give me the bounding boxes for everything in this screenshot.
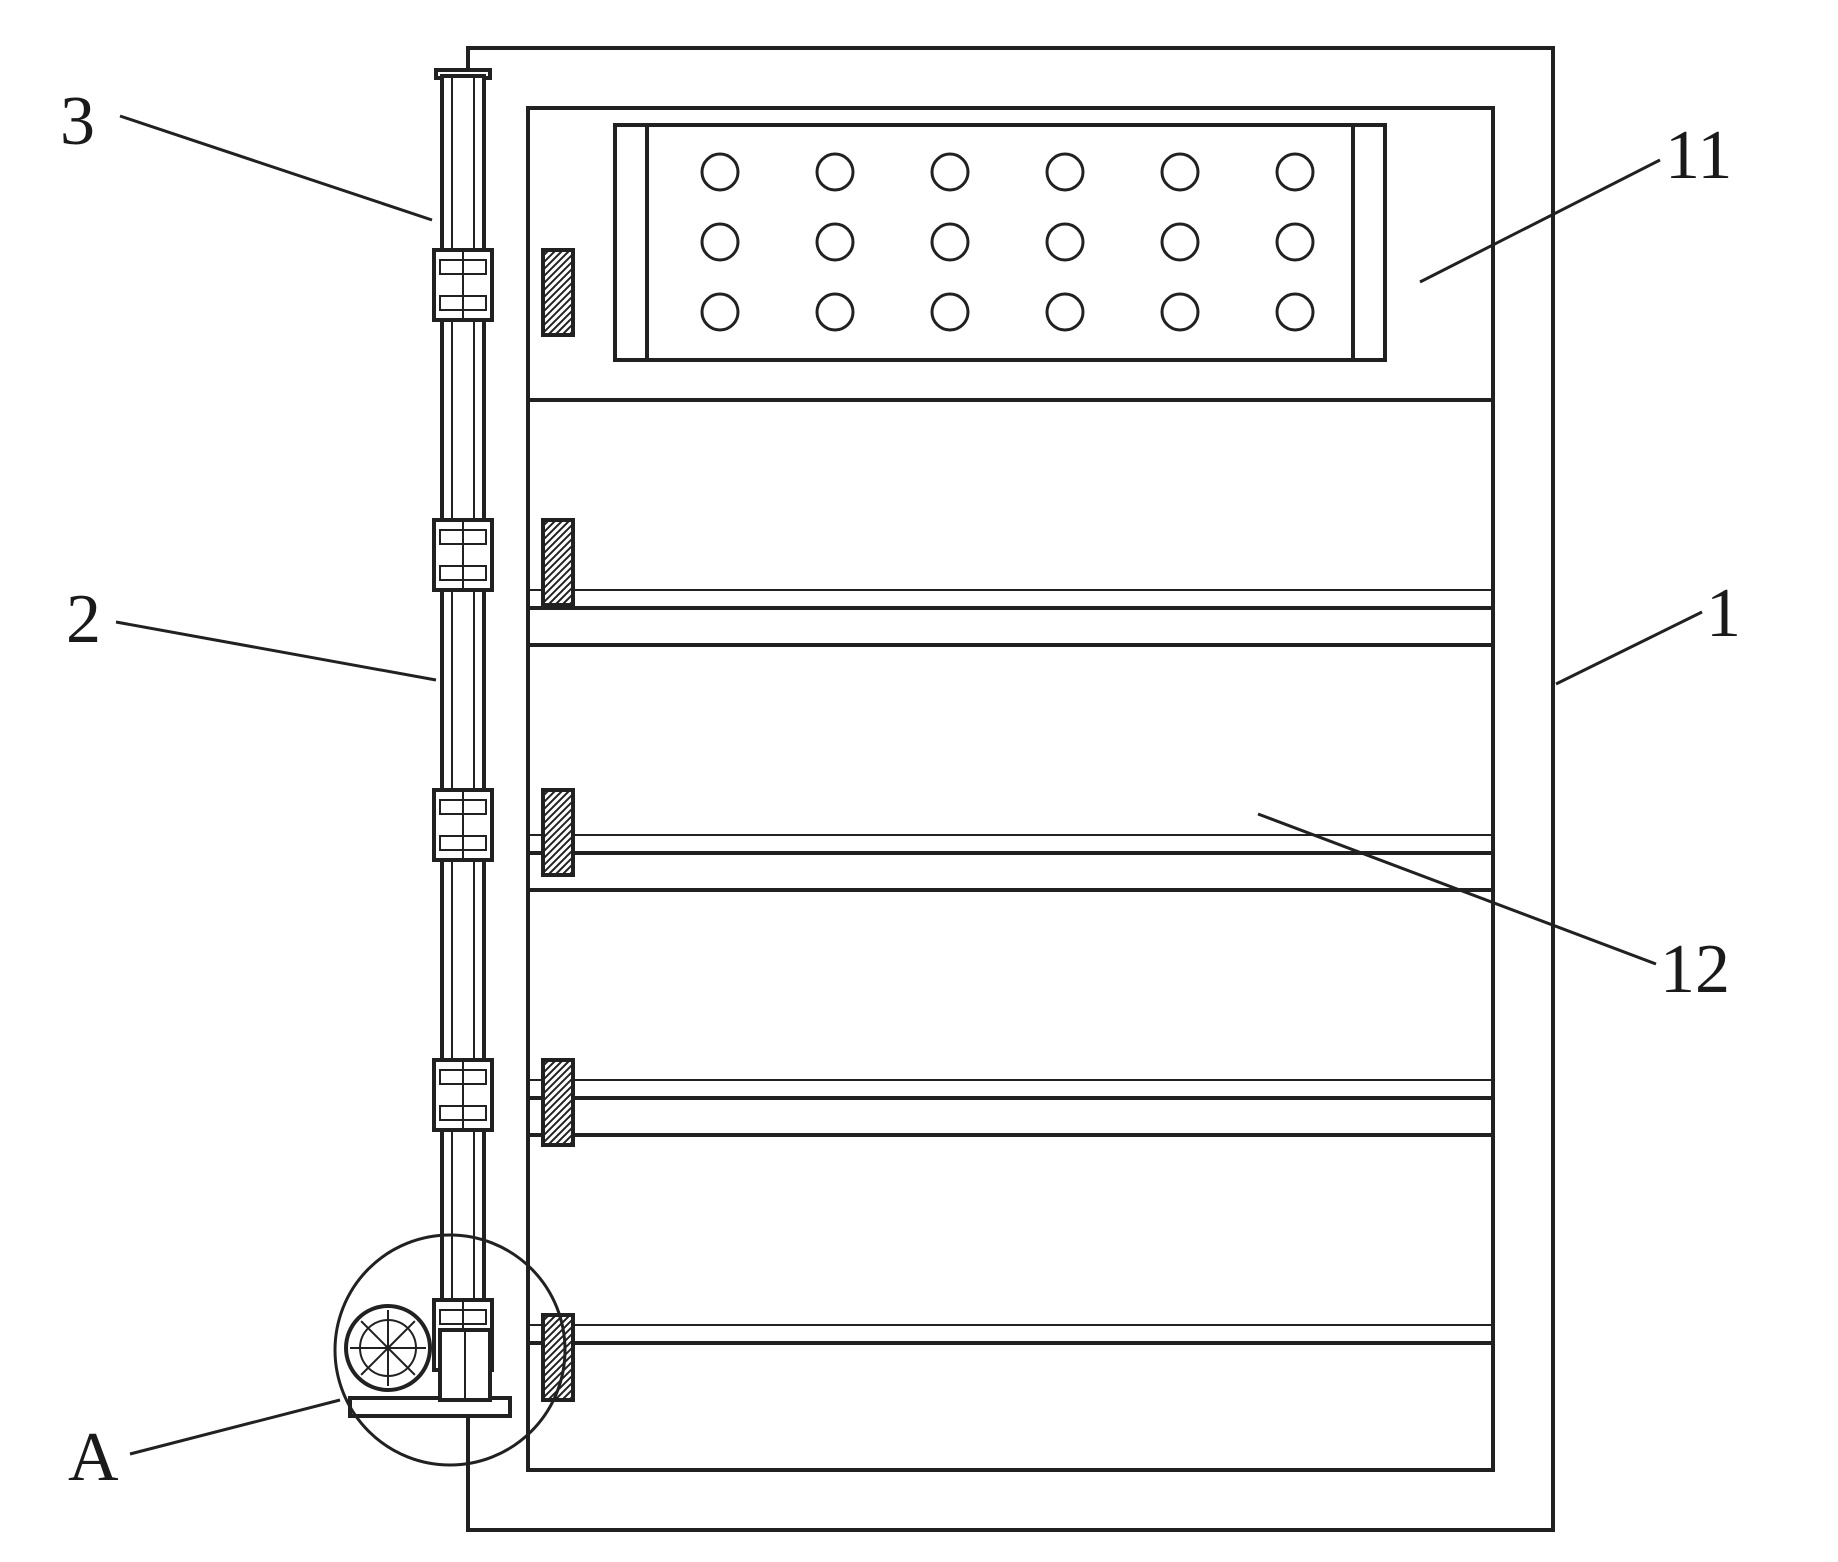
vent-hole: [1047, 224, 1083, 260]
vent-hole: [1162, 294, 1198, 330]
drawer: [528, 645, 1493, 853]
vent-hole: [932, 154, 968, 190]
vent-hole: [817, 224, 853, 260]
motor-spoke: [388, 1321, 415, 1348]
motor-spoke: [388, 1348, 415, 1375]
hinge-2: [373, 790, 654, 875]
vent-hole: [1277, 154, 1313, 190]
vent-hole: [817, 294, 853, 330]
vent-hole: [702, 224, 738, 260]
vent-right-bar: [1353, 125, 1385, 360]
motor-spoke: [361, 1321, 388, 1348]
vent-hole: [1162, 224, 1198, 260]
hinge-0: [373, 250, 654, 335]
carriage: [434, 250, 492, 320]
leader-line: [1556, 612, 1702, 684]
motor-spoke: [361, 1348, 388, 1375]
label-A: A: [68, 1419, 119, 1496]
label-3: 3: [60, 83, 95, 160]
hinge-1: [373, 520, 654, 605]
label-12: 12: [1660, 931, 1730, 1008]
leader-line: [130, 1400, 340, 1454]
cabinet-inner: [528, 108, 1493, 1470]
vent-hole: [1047, 154, 1083, 190]
drawer: [528, 890, 1493, 1098]
drawer: [528, 400, 1493, 608]
label-2: 2: [66, 581, 101, 658]
vent-hole: [932, 224, 968, 260]
vent-left-bar: [615, 125, 647, 360]
vent-hole: [1277, 224, 1313, 260]
leader-line: [120, 116, 432, 220]
carriage: [434, 790, 492, 860]
carriage: [434, 1060, 492, 1130]
label-1: 1: [1706, 575, 1741, 652]
label-11: 11: [1665, 117, 1732, 194]
vent-hole: [702, 294, 738, 330]
leader-line: [116, 622, 436, 680]
vent-hole: [817, 154, 853, 190]
carriage: [434, 520, 492, 590]
leader-line: [1420, 160, 1660, 282]
vent-hole: [1047, 294, 1083, 330]
drawer: [528, 1135, 1493, 1343]
vent-hole: [1277, 294, 1313, 330]
vent-hole: [702, 154, 738, 190]
vent-hole: [932, 294, 968, 330]
vent-hole: [1162, 154, 1198, 190]
hinge-3: [373, 1060, 654, 1145]
